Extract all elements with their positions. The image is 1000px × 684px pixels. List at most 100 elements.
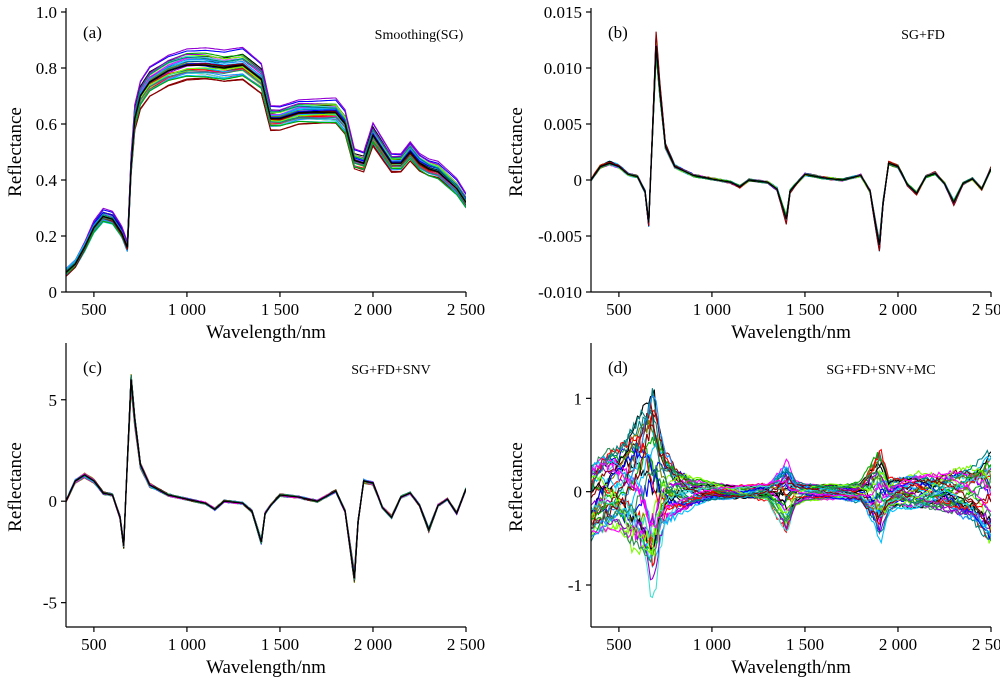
- mean-spectrum-line: [591, 45, 991, 246]
- y-tick-label: -0.010: [538, 283, 582, 302]
- sample-spectrum-line: [591, 52, 991, 241]
- y-axis-title: Reflectance: [5, 442, 26, 532]
- x-tick-label: 1 500: [261, 300, 299, 319]
- sample-spectrum-line: [591, 44, 991, 246]
- x-tick-label: 500: [81, 635, 107, 654]
- spectra-lines: [66, 46, 466, 277]
- sample-spectrum-line: [591, 44, 991, 246]
- y-tick-label: 5: [49, 391, 58, 410]
- sample-spectrum-line: [591, 46, 991, 245]
- sample-spectrum-line: [591, 49, 991, 244]
- sample-spectrum-line: [591, 42, 991, 249]
- sample-spectrum-line: [591, 424, 991, 534]
- panel-title: SG+FD+SNV+MC: [826, 363, 935, 378]
- sample-spectrum-line: [591, 49, 991, 243]
- panel-label: (c): [83, 358, 102, 377]
- sample-spectrum-line: [591, 45, 991, 245]
- sample-spectrum-line: [591, 470, 991, 536]
- sample-spectrum-line: [591, 50, 991, 244]
- sample-spectrum-line: [591, 42, 991, 248]
- x-tick-label: 1 000: [168, 635, 206, 654]
- x-tick-label: 1 500: [786, 635, 824, 654]
- sample-spectrum-line: [591, 34, 991, 252]
- sample-spectrum-line: [591, 54, 991, 240]
- sample-spectrum-line: [591, 435, 991, 511]
- x-axis-title: Wavelength/nm: [206, 657, 326, 678]
- y-axis-title: Reflectance: [506, 442, 527, 532]
- sample-spectrum-line: [591, 47, 991, 245]
- x-tick-label: 500: [606, 635, 632, 654]
- sample-spectrum-line: [591, 45, 991, 247]
- sample-spectrum-line: [591, 42, 991, 248]
- x-tick-label: 1 000: [693, 635, 731, 654]
- sample-spectrum-line: [591, 37, 991, 250]
- y-tick-label: -5: [43, 594, 57, 613]
- x-tick-label: 2 500: [447, 635, 485, 654]
- sample-spectrum-line: [591, 41, 991, 248]
- spectra-lines: [591, 388, 991, 599]
- x-tick-label: 1 500: [261, 635, 299, 654]
- chart-panel-b: 500 1 000 1 500 2 000 2 500 -0.010 -0.005 0 0.00…: [506, 3, 1000, 343]
- y-tick-label: 0.010: [544, 59, 582, 78]
- panel-label: (b): [608, 23, 628, 42]
- x-tick-label: 1 500: [786, 300, 824, 319]
- sample-spectrum-line: [591, 37, 991, 250]
- x-tick-label: 2 000: [879, 635, 917, 654]
- x-tick-label: 500: [606, 300, 632, 319]
- y-tick-label: 0: [49, 492, 58, 511]
- sample-spectrum-line: [591, 46, 991, 246]
- sample-spectrum-line: [591, 41, 991, 247]
- sample-spectrum-line: [591, 54, 991, 242]
- mean-spectrum-line: [66, 64, 466, 273]
- x-tick-label: 1 000: [693, 300, 731, 319]
- sample-spectrum-line: [591, 46, 991, 245]
- x-axis-title: Wavelength/nm: [731, 657, 851, 678]
- sample-spectrum-line: [591, 43, 991, 246]
- sample-spectrum-line: [591, 45, 991, 246]
- y-tick-label: 0.6: [36, 115, 57, 134]
- y-tick-label: 0: [574, 171, 583, 190]
- spectra-lines: [591, 31, 991, 252]
- sample-spectrum-line: [591, 465, 991, 528]
- sample-spectrum-line: [591, 46, 991, 246]
- sample-spectrum-line: [591, 409, 991, 534]
- sample-spectrum-line: [66, 46, 466, 271]
- spectra-lines: [66, 374, 466, 583]
- x-tick-label: 2 500: [972, 635, 1000, 654]
- mean-spectrum-line: [66, 379, 466, 579]
- sample-spectrum-line: [591, 470, 991, 569]
- sample-spectrum-line: [591, 395, 991, 537]
- y-axis-title: Reflectance: [506, 107, 527, 197]
- x-axis-title: Wavelength/nm: [731, 322, 851, 343]
- y-tick-label: 1.0: [36, 3, 57, 22]
- y-tick-label: -1: [568, 576, 582, 595]
- chart-panel-d: 500 1 000 1 500 2 000 2 500 -1 0 1 Wavelength/nm…: [506, 343, 1000, 678]
- panel-label: (d): [608, 358, 628, 377]
- x-tick-label: 2 000: [879, 300, 917, 319]
- sample-spectrum-line: [591, 50, 991, 243]
- sample-spectrum-line: [591, 48, 991, 243]
- y-tick-label: -0.005: [538, 227, 582, 246]
- y-tick-label: 0.2: [36, 227, 57, 246]
- x-tick-label: 2 000: [354, 635, 392, 654]
- sample-spectrum-line: [591, 44, 991, 247]
- sample-spectrum-line: [591, 36, 991, 251]
- sample-spectrum-line: [591, 55, 991, 242]
- sample-spectrum-line: [591, 47, 991, 244]
- x-axis-title: Wavelength/nm: [206, 322, 326, 343]
- panel-title: Smoothing(SG): [375, 28, 464, 43]
- sample-spectrum-line: [591, 46, 991, 245]
- panel-title: SG+FD+SNV: [351, 363, 431, 378]
- sample-spectrum-line: [591, 46, 991, 246]
- sample-spectrum-line: [591, 460, 991, 530]
- sample-spectrum-line: [591, 52, 991, 242]
- sample-spectrum-line: [591, 51, 991, 242]
- panel-label: (a): [83, 23, 102, 42]
- y-tick-label: 0.015: [544, 3, 582, 22]
- sample-spectrum-line: [591, 48, 991, 245]
- y-axis-title: Reflectance: [5, 107, 26, 197]
- y-tick-label: 0: [574, 483, 583, 502]
- y-tick-label: 0: [49, 283, 58, 302]
- y-tick-label: 0.005: [544, 115, 582, 134]
